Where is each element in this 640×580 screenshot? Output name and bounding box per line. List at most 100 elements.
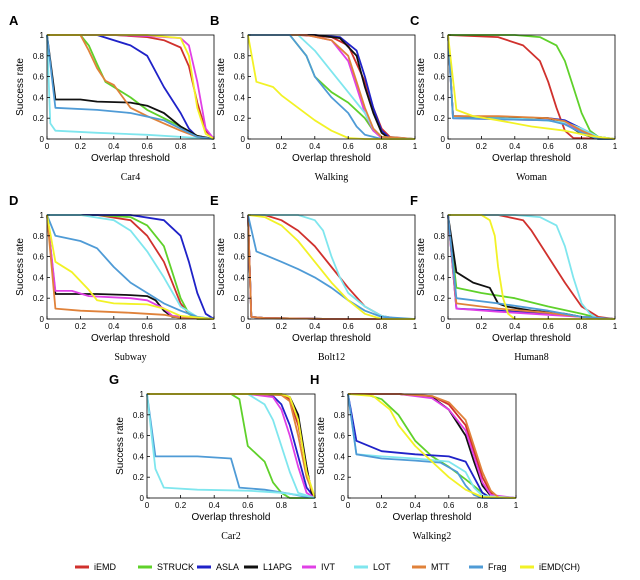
x-tick-label: 0.8 xyxy=(477,501,489,510)
y-axis-label: Success rate xyxy=(416,58,427,116)
y-axis-label: Success rate xyxy=(216,58,227,116)
x-tick-label: 0.2 xyxy=(476,142,488,151)
panel-c: C 0 0.2 0.4 0.6 0.8 1 0 0.2 0.4 0.6 0.8 1 Overlap thr… xyxy=(410,13,618,183)
series-line-ivt xyxy=(147,393,316,499)
series-line-lot xyxy=(447,34,616,140)
series-line-frag xyxy=(447,214,616,320)
axes-frame xyxy=(447,34,616,140)
legend-item-iemd: iEMD xyxy=(75,562,116,572)
series-line-lot-low xyxy=(146,393,316,499)
y-tick-label: 0.8 xyxy=(33,52,45,61)
panel-letter: A xyxy=(9,13,19,28)
series-line-lot xyxy=(448,214,615,320)
series-line-frag xyxy=(447,34,615,140)
x-axis-label: Overlap threshold xyxy=(492,333,571,344)
y-axis-label: Success rate xyxy=(15,238,26,296)
series-line-struck xyxy=(47,34,215,140)
series-group xyxy=(247,34,416,140)
panel-caption: Car2 xyxy=(221,531,240,542)
y-tick-label: 0.4 xyxy=(234,273,246,282)
y-tick-label: 0.8 xyxy=(434,232,446,241)
y-tick-label: 0.4 xyxy=(33,93,45,102)
y-tick-label: 0.4 xyxy=(133,452,145,461)
x-tick-label: 0.6 xyxy=(343,322,355,331)
x-tick-label: 0.8 xyxy=(175,322,187,331)
legend-item-l1apg: L1APG xyxy=(244,562,292,572)
y-tick-label: 1 xyxy=(40,211,45,220)
y-tick-label: 0.4 xyxy=(334,452,346,461)
series-line-iemd-ch- xyxy=(247,214,415,320)
x-tick-label: 0.4 xyxy=(309,322,321,331)
series-line-iemd-ch- xyxy=(247,34,415,140)
y-tick-label: 0.8 xyxy=(234,232,246,241)
panel-letter: C xyxy=(410,13,420,28)
legend-label: STRUCK xyxy=(157,562,194,572)
x-tick-label: 0.6 xyxy=(242,501,254,510)
y-tick-label: 0.4 xyxy=(434,93,446,102)
x-tick-label: 0.4 xyxy=(108,142,120,151)
y-tick-label: 0 xyxy=(241,135,246,144)
legend-label: Frag xyxy=(488,562,507,572)
y-tick-label: 0 xyxy=(441,315,446,324)
x-tick-label: 0.2 xyxy=(175,501,187,510)
axes-frame xyxy=(46,214,215,320)
x-tick-label: 1 xyxy=(514,501,519,510)
y-tick-label: 1 xyxy=(40,31,45,40)
panel-caption: Subway xyxy=(114,352,146,363)
legend: iEMD STRUCK ASLA L1APG IVT LOT MTT Frag iEMD(CH) xyxy=(75,562,580,572)
panel-caption: Walking2 xyxy=(413,531,452,542)
series-group xyxy=(46,34,215,140)
series-line-iemd-ch- xyxy=(47,34,215,140)
panel-letter: G xyxy=(109,372,119,387)
series-line-frag xyxy=(247,214,416,320)
legend-item-iemd-ch-: iEMD(CH) xyxy=(520,562,580,572)
y-tick-label: 0 xyxy=(241,315,246,324)
panel-caption: Bolt12 xyxy=(318,352,345,363)
panel-caption: Human8 xyxy=(514,352,548,363)
x-tick-label: 0.6 xyxy=(343,142,355,151)
legend-item-mtt: MTT xyxy=(412,562,450,572)
x-tick-label: 0.8 xyxy=(376,322,388,331)
panel-f: F 0 0.2 0.4 0.6 0.8 1 0 0.2 0.4 0.6 0.8 1 Overlap thr… xyxy=(410,193,618,363)
legend-label: MTT xyxy=(431,562,450,572)
x-tick-label: 0.6 xyxy=(142,322,154,331)
series-line-iemd xyxy=(348,393,516,499)
y-tick-label: 0.2 xyxy=(33,114,45,123)
series-line-iemd-ch- xyxy=(447,34,616,140)
panel-e: E 0 0.2 0.4 0.6 0.8 1 0 0.2 0.4 0.6 0.8 1 Overlap thr… xyxy=(210,193,418,363)
x-tick-label: 0.6 xyxy=(142,142,154,151)
x-tick-label: 0.6 xyxy=(543,322,555,331)
series-line-lot xyxy=(46,34,215,140)
panel-b: B 0 0.2 0.4 0.6 0.8 1 0 0.2 0.4 0.6 0.8 1 Overlap thr… xyxy=(210,13,418,183)
series-line-iemd-ch- xyxy=(147,393,316,499)
x-axis-label: Overlap threshold xyxy=(292,153,371,164)
y-tick-label: 0.4 xyxy=(33,273,45,282)
series-line-mtt xyxy=(447,34,616,140)
y-tick-label: 0.6 xyxy=(434,253,446,262)
y-axis-label: Success rate xyxy=(316,417,327,475)
y-tick-label: 0.8 xyxy=(133,411,145,420)
panel-caption: Walking xyxy=(315,172,349,183)
series-line-asla xyxy=(47,214,215,320)
series-group xyxy=(247,214,416,320)
series-group xyxy=(447,34,616,140)
y-tick-label: 0.4 xyxy=(434,273,446,282)
x-tick-label: 0.4 xyxy=(309,142,321,151)
x-tick-label: 0.6 xyxy=(443,501,455,510)
panel-a: A 0 0.2 0.4 0.6 0.8 1 0 0.2 0.4 0.6 0.8 1 Overlap thr… xyxy=(9,13,217,183)
y-tick-label: 1 xyxy=(241,211,246,220)
x-tick-label: 0.8 xyxy=(276,501,288,510)
x-tick-label: 0 xyxy=(45,142,50,151)
x-tick-label: 0.2 xyxy=(276,142,288,151)
x-tick-label: 1 xyxy=(313,501,318,510)
series-line-l1apg xyxy=(46,214,215,320)
x-tick-label: 1 xyxy=(613,142,618,151)
series-line-iemd xyxy=(447,34,616,140)
y-tick-label: 0.6 xyxy=(33,253,45,262)
y-tick-label: 0.2 xyxy=(133,473,145,482)
panel-letter: F xyxy=(410,193,418,208)
y-tick-label: 1 xyxy=(441,31,446,40)
legend-label: ASLA xyxy=(216,562,239,572)
y-axis-label: Success rate xyxy=(416,238,427,296)
series-line-asla xyxy=(47,34,215,140)
